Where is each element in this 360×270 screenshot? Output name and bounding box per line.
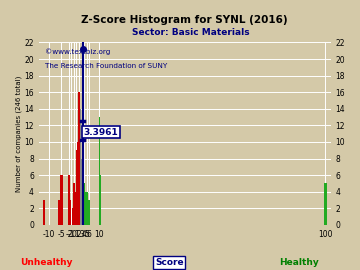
Bar [99,117,100,225]
Title: Z-Score Histogram for SYNL (2016): Z-Score Histogram for SYNL (2016) [81,15,288,25]
Text: Healthy: Healthy [279,258,319,267]
Bar [60,175,63,225]
Bar [75,192,76,225]
Bar [89,200,90,225]
Bar [42,200,45,225]
Text: Unhealthy: Unhealthy [21,258,73,267]
Text: Sector: Basic Materials: Sector: Basic Materials [132,28,249,37]
Bar [58,200,60,225]
Bar [72,208,73,225]
Bar [87,192,89,225]
Bar [76,150,77,225]
Bar [324,183,327,225]
Text: The Research Foundation of SUNY: The Research Foundation of SUNY [45,63,167,69]
Y-axis label: Number of companies (246 total): Number of companies (246 total) [15,76,22,192]
Bar [68,175,70,225]
Text: 3.3961: 3.3961 [84,127,118,137]
Bar [100,175,101,225]
Text: Score: Score [155,258,184,267]
Text: ©www.textbiz.org: ©www.textbiz.org [45,48,110,55]
Bar [77,142,78,225]
Bar [69,200,71,225]
Bar [84,183,85,225]
Bar [73,183,75,225]
Bar [78,92,80,225]
Bar [86,192,87,225]
Bar [85,192,86,225]
Bar [82,175,84,225]
Bar [80,109,81,225]
Bar [81,158,82,225]
